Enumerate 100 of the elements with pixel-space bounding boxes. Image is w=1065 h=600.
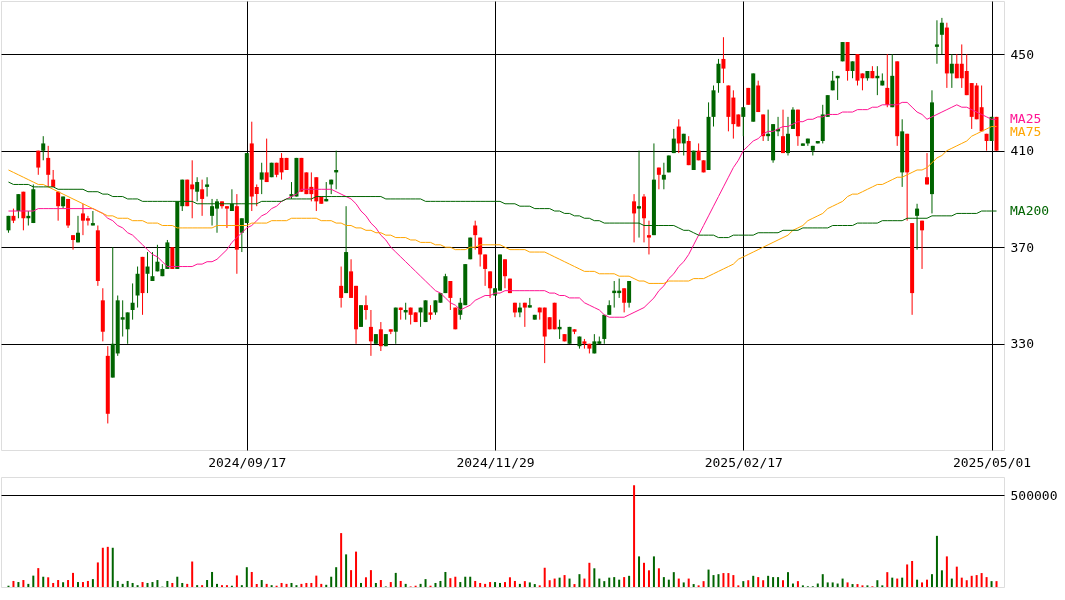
bar: [553, 578, 556, 587]
bar: [707, 569, 710, 587]
bar: [181, 582, 184, 587]
candlestick: [522, 302, 527, 328]
x-tick-label: 2025/05/01: [952, 454, 1032, 470]
candlestick: [155, 244, 160, 272]
candlestick: [925, 152, 930, 185]
candlestick: [363, 295, 368, 321]
candlestick: [642, 193, 646, 243]
bar: [782, 580, 785, 587]
bar: [76, 582, 79, 587]
bar: [52, 582, 55, 587]
bar: [930, 574, 933, 587]
candlestick: [483, 253, 488, 287]
candlestick: [781, 109, 786, 154]
candlestick: [473, 220, 478, 251]
bar: [285, 583, 288, 587]
bar: [290, 582, 293, 587]
bar: [350, 570, 353, 587]
bar: [757, 577, 760, 587]
y-tick-label: 410: [1010, 143, 1034, 159]
bar: [851, 584, 854, 587]
bar: [518, 583, 521, 587]
candlestick: [46, 145, 51, 188]
candlestick: [676, 118, 681, 154]
candlestick: [145, 251, 150, 294]
bar: [42, 576, 45, 587]
bar: [106, 546, 109, 587]
bar: [613, 577, 616, 587]
bar: [732, 575, 735, 587]
bar: [633, 485, 636, 587]
bar: [940, 570, 943, 587]
candlestick: [205, 176, 210, 198]
candlestick: [716, 58, 721, 94]
bar: [419, 583, 422, 587]
bar: [712, 575, 715, 587]
candlestick: [920, 220, 925, 270]
bar: [831, 582, 834, 587]
bar: [330, 576, 333, 587]
y-tick-label: 370: [1010, 239, 1034, 255]
bar: [479, 582, 482, 587]
series-label: MA75: [1010, 124, 1042, 140]
bar: [300, 583, 303, 587]
candlestick: [359, 304, 363, 328]
bar: [965, 580, 968, 587]
candlestick: [368, 309, 373, 357]
bar: [767, 575, 770, 587]
bar: [111, 547, 114, 587]
bar: [434, 582, 437, 587]
bar: [682, 582, 685, 587]
candlestick: [210, 198, 215, 226]
bar: [424, 579, 427, 587]
x-tick-label: 2024/11/29: [456, 454, 535, 470]
candlestick: [200, 179, 205, 217]
bar: [374, 582, 377, 587]
candlestick: [949, 53, 954, 89]
bar: [280, 582, 283, 587]
candlestick: [646, 220, 651, 255]
bar: [101, 547, 104, 587]
candlestick: [85, 215, 90, 226]
bar: [320, 583, 323, 587]
x-tick-label: 2024/09/17: [208, 454, 287, 470]
bar: [747, 580, 750, 587]
bar: [935, 535, 938, 587]
series-label: MA25: [1010, 111, 1042, 127]
candlestick: [195, 176, 200, 202]
candlestick: [671, 128, 676, 154]
candlestick: [36, 150, 41, 176]
x-tick-label: 2025/02/17: [704, 454, 783, 470]
bar: [702, 581, 705, 587]
bar: [643, 562, 645, 587]
bar: [687, 578, 690, 587]
bar: [891, 577, 894, 587]
bar: [265, 583, 268, 587]
bar: [742, 581, 745, 587]
candlestick: [264, 138, 269, 183]
bar: [166, 580, 169, 587]
bar: [916, 579, 919, 587]
bar: [484, 583, 487, 587]
bar: [37, 568, 40, 587]
bar: [970, 575, 973, 587]
candlestick: [785, 116, 790, 156]
candlestick: [41, 135, 46, 161]
bar: [404, 583, 407, 587]
candlestick: [130, 282, 135, 321]
bar: [439, 580, 442, 587]
bar: [603, 581, 606, 587]
candlestick: [71, 234, 76, 251]
candlestick: [661, 162, 666, 190]
candlestick: [224, 205, 229, 229]
bar: [727, 573, 730, 587]
candlestick: [885, 53, 890, 108]
bar: [86, 580, 89, 587]
bar: [841, 578, 844, 587]
bar: [305, 582, 308, 587]
bar: [762, 580, 765, 587]
candlestick: [339, 266, 344, 309]
bar: [846, 582, 849, 587]
bar: [623, 577, 626, 587]
bar: [975, 575, 978, 587]
